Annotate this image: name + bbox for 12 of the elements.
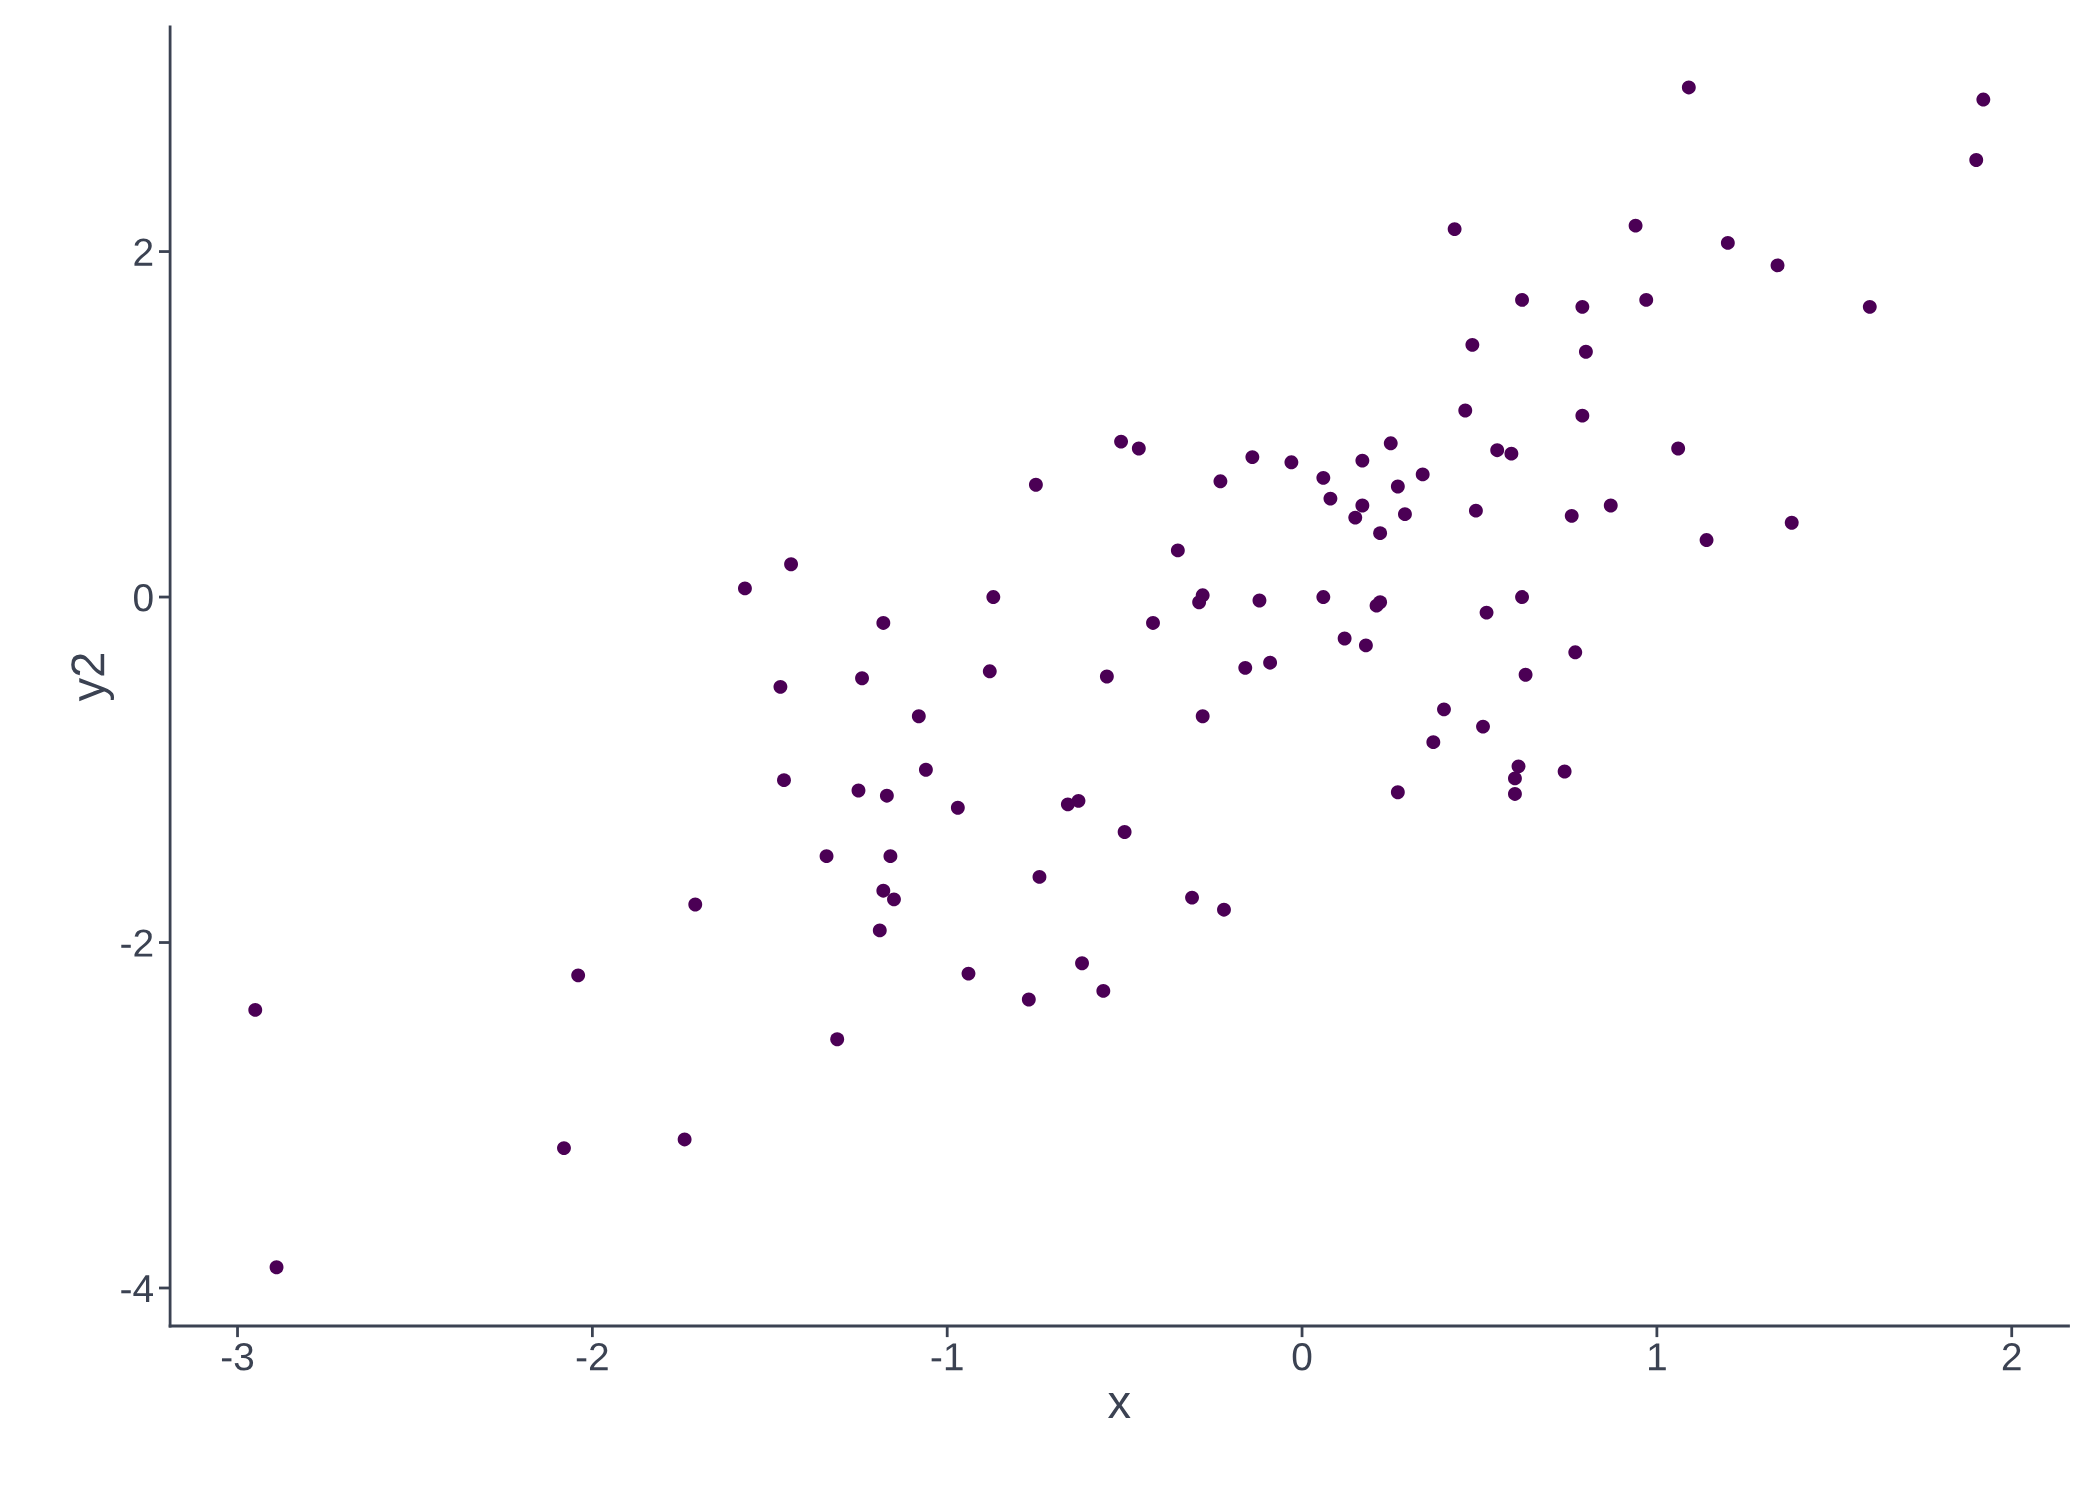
x-tick-label: -1: [931, 1343, 963, 1371]
y-axis-title: y2: [71, 653, 114, 702]
y-tick-label: 0: [134, 583, 153, 612]
x-tick-label: 2: [2002, 1343, 2021, 1371]
x-tick-label: -3: [221, 1343, 254, 1371]
y-tick-label: 2: [134, 238, 153, 266]
x-tick-label: 1: [1649, 1343, 1666, 1371]
x-tick-label: -2: [576, 1343, 608, 1371]
y-tick-label: -2: [121, 929, 153, 957]
x-tick-label: 0: [1292, 1343, 1312, 1371]
x-axis-title: x: [1108, 1393, 1131, 1418]
y-tick-label: -4: [121, 1275, 153, 1303]
